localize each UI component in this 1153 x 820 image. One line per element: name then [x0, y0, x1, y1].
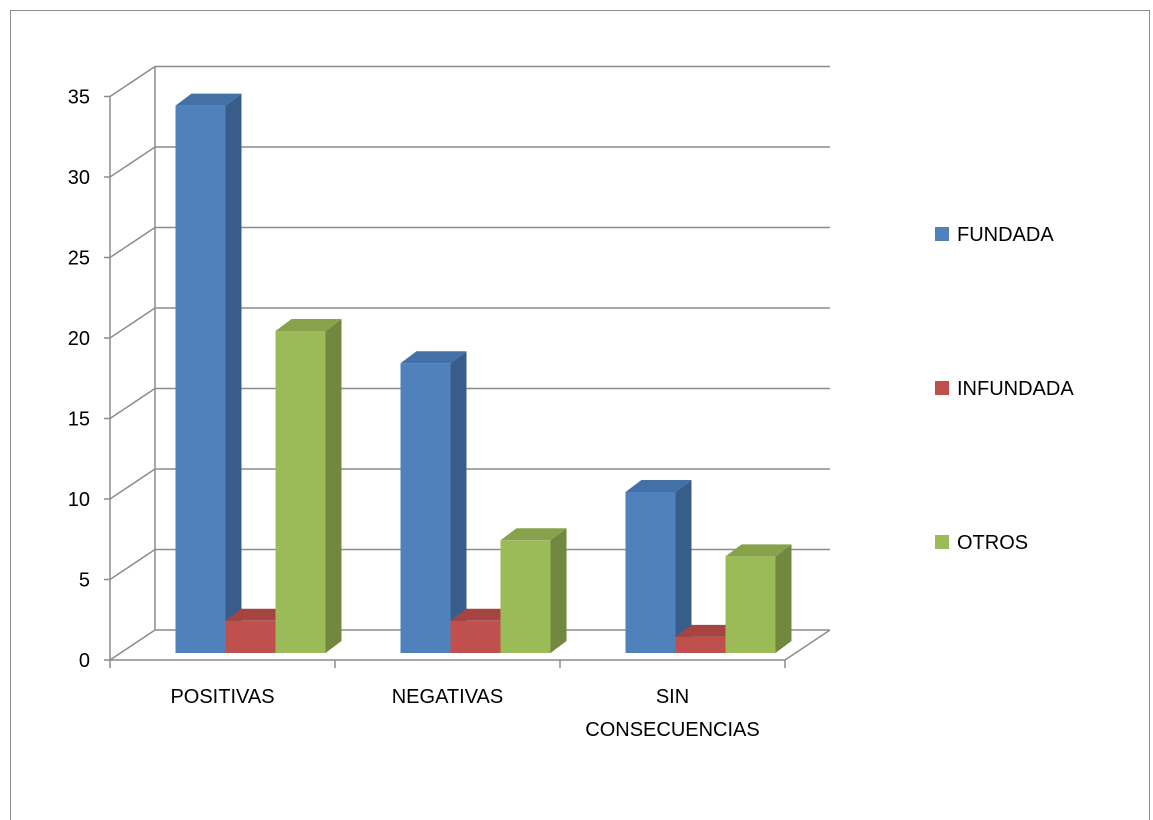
y-tick-label: 20 [68, 328, 90, 350]
bar [175, 105, 226, 654]
bar-side [450, 351, 467, 653]
bar-top [675, 624, 742, 637]
bar-side [225, 93, 242, 654]
legend-swatch [935, 535, 949, 549]
y-tick-label: 15 [68, 409, 90, 431]
bar-side [775, 544, 792, 653]
bar-top [275, 319, 342, 331]
gridline-diagonal [109, 629, 156, 661]
gridline-diagonal [109, 387, 156, 420]
x-axis: POSITIVAS NEGATIVAS SIN CONSECUENCIAS [109, 660, 786, 741]
bars [175, 93, 792, 654]
x-tick-label: POSITIVAS [170, 686, 274, 708]
gridline-diagonal [109, 307, 156, 339]
gridlines [109, 65, 830, 661]
y-tick-label: 10 [68, 489, 90, 511]
chart-frame [10, 10, 1150, 820]
x-tick-label: NEGATIVAS [392, 686, 504, 708]
y-axis-ticks: 0 5 10 15 20 25 30 35 [68, 87, 110, 672]
bar-side [325, 319, 342, 653]
bar [400, 363, 451, 653]
gridline-diagonal [109, 226, 156, 259]
bar [275, 331, 326, 653]
bar-top [725, 544, 792, 557]
gridline-diagonal [109, 548, 156, 581]
bar-top [225, 608, 292, 621]
legend-label: FUNDADA [957, 224, 1054, 246]
bar-side [550, 528, 567, 653]
legend: FUNDADA INFUNDADA OTROS [935, 224, 1074, 554]
floor-right-edge [784, 629, 831, 661]
bar [725, 556, 776, 653]
x-tick-label: CONSECUENCIAS [585, 719, 759, 741]
bar-top [500, 528, 567, 541]
x-tick-label: SIN [656, 686, 689, 708]
y-tick-label: 30 [68, 167, 90, 189]
bar-top [450, 608, 517, 621]
gridline-diagonal [109, 146, 156, 178]
bar [675, 636, 726, 653]
bar [625, 492, 676, 653]
legend-swatch [935, 227, 949, 241]
gridline-diagonal [109, 65, 156, 98]
bar-side [675, 480, 692, 653]
y-tick-label: 5 [79, 570, 90, 592]
legend-label: OTROS [957, 532, 1028, 554]
legend-label: INFUNDADA [957, 378, 1074, 400]
bar [225, 620, 276, 653]
y-tick-label: 35 [68, 87, 90, 109]
bar [500, 540, 551, 653]
y-tick-label: 25 [68, 248, 90, 270]
bar-top [400, 351, 467, 364]
gridline-diagonal [109, 468, 156, 500]
legend-swatch [935, 381, 949, 395]
bar-top [625, 480, 692, 492]
bar [450, 620, 501, 653]
y-tick-label: 0 [79, 650, 90, 672]
bar-top [175, 93, 242, 106]
chart-walls [109, 66, 831, 661]
